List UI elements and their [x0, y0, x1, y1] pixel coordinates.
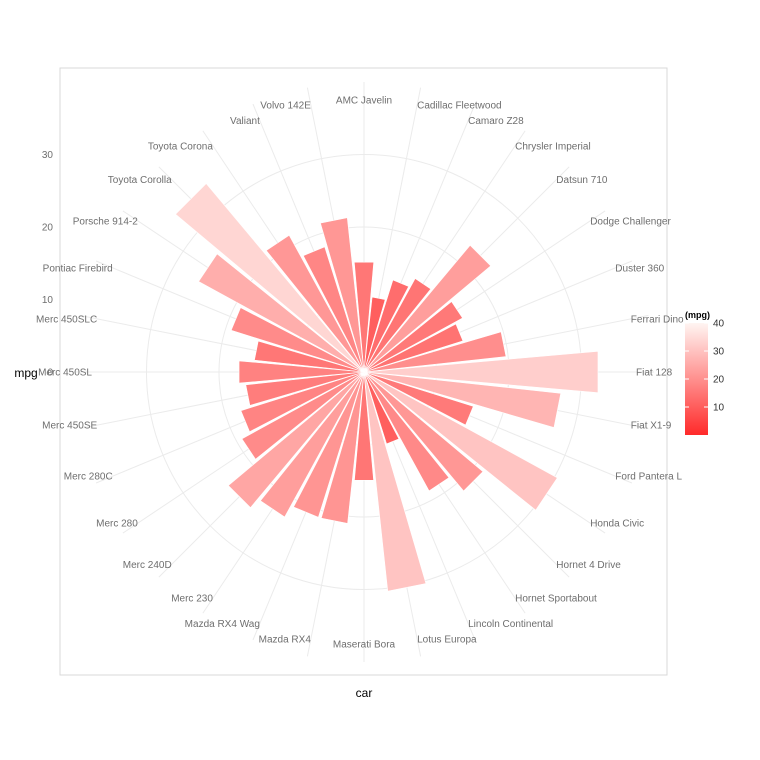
category-label: Mazda RX4 [259, 634, 312, 645]
category-label: Fiat 128 [636, 368, 673, 379]
bars [175, 183, 599, 592]
category-label: Chrysler Imperial [515, 141, 591, 152]
bar-chrysler-imperial [363, 278, 432, 373]
bar-merc-280 [241, 371, 365, 460]
legend-tick-label: 30 [713, 347, 725, 358]
bar-lotus-europa [363, 371, 427, 592]
y-tick-labels: 0 10 20 30 [42, 150, 54, 379]
category-label: Toyota Corolla [108, 175, 172, 186]
category-label: Hornet 4 Drive [556, 560, 621, 571]
category-label: Ferrari Dino [631, 314, 684, 325]
bar-valiant [302, 246, 365, 373]
bar-merc-240d [227, 371, 365, 509]
category-label: Fiat X1-9 [631, 421, 672, 432]
bar-volvo-142e [320, 217, 365, 373]
category-label: Merc 450SLC [36, 314, 97, 325]
bar-camaro-z28 [363, 279, 410, 373]
bar-fiat-x1-9 [363, 371, 562, 428]
category-label: Merc 280C [64, 472, 113, 483]
category-label: Datsun 710 [556, 175, 608, 186]
category-label: Merc 450SL [38, 368, 92, 379]
y-tick-label: 0 [47, 368, 53, 379]
y-tick-label: 10 [42, 295, 54, 306]
bar-merc-230 [259, 371, 365, 518]
bar-hornet-sportabout [363, 371, 450, 492]
bar-pontiac-firebird [230, 307, 365, 373]
bar-lincoln-continental [363, 371, 400, 445]
bar-merc-450se [245, 371, 365, 406]
category-label: Porsche 914-2 [73, 216, 138, 227]
category-label: Pontiac Firebird [43, 263, 113, 274]
color-legend: (mpg) 10 20 30 40 [685, 310, 725, 435]
category-label: AMC Javelin [336, 96, 392, 107]
category-label: Cadillac Fleetwood [417, 101, 502, 112]
legend-title: (mpg) [685, 310, 710, 320]
category-label: Hornet Sportabout [515, 594, 597, 605]
legend-colorbar [685, 323, 708, 435]
category-label: Merc 450SE [42, 421, 97, 432]
bar-maserati-bora [354, 371, 374, 481]
category-label: Merc 280 [96, 519, 138, 530]
bar-cadillac-fleetwood [363, 296, 386, 373]
category-labels: AMC Javelin Cadillac Fleetwood Camaro Z28 C… [36, 96, 684, 651]
legend-tick-label: 40 [713, 319, 725, 330]
bar-merc-450slc [254, 340, 365, 373]
bar-hornet-4-drive [363, 371, 484, 492]
bar-datsun-710 [363, 244, 492, 373]
category-label: Honda Civic [590, 519, 644, 530]
category-label: Dodge Challenger [590, 216, 671, 227]
bar-porsche-914-2 [198, 253, 365, 373]
category-label: Mazda RX4 Wag [185, 619, 260, 630]
bar-toyota-corona [265, 234, 365, 373]
category-label: Merc 240D [123, 560, 172, 571]
bar-dodge-challenger [363, 301, 464, 373]
category-label: Ford Pantera L [615, 472, 682, 483]
bar-merc-280c [240, 371, 365, 433]
bar-mazda-rx4-wag [293, 371, 365, 518]
legend-tick-label: 20 [713, 375, 725, 386]
bar-toyota-corolla [175, 183, 365, 373]
bar-amc-javelin [353, 261, 375, 373]
category-label: Merc 230 [171, 594, 213, 605]
bar-mazda-rx4 [320, 371, 365, 524]
category-label: Toyota Corona [148, 141, 213, 152]
legend-tick-label: 10 [713, 403, 725, 414]
bar-honda-civic [363, 371, 558, 511]
y-axis-title: mpg [14, 366, 37, 380]
bar-ford-pantera-l [363, 371, 474, 426]
x-axis-title: car [356, 686, 373, 700]
category-label: Valiant [230, 116, 260, 127]
bar-duster-360 [363, 323, 464, 373]
y-tick-label: 30 [42, 150, 54, 161]
bar-ferrari-dino [363, 331, 507, 373]
category-label: Duster 360 [615, 263, 664, 274]
category-label: Camaro Z28 [468, 116, 524, 127]
bar-fiat-128 [363, 350, 599, 394]
category-label: Lotus Europa [417, 634, 477, 645]
y-tick-label: 20 [42, 223, 54, 234]
category-label: Maserati Bora [333, 640, 396, 651]
category-label: Lincoln Continental [468, 619, 553, 630]
bar-merc-450sl [238, 360, 365, 384]
category-label: Volvo 142E [260, 101, 311, 112]
